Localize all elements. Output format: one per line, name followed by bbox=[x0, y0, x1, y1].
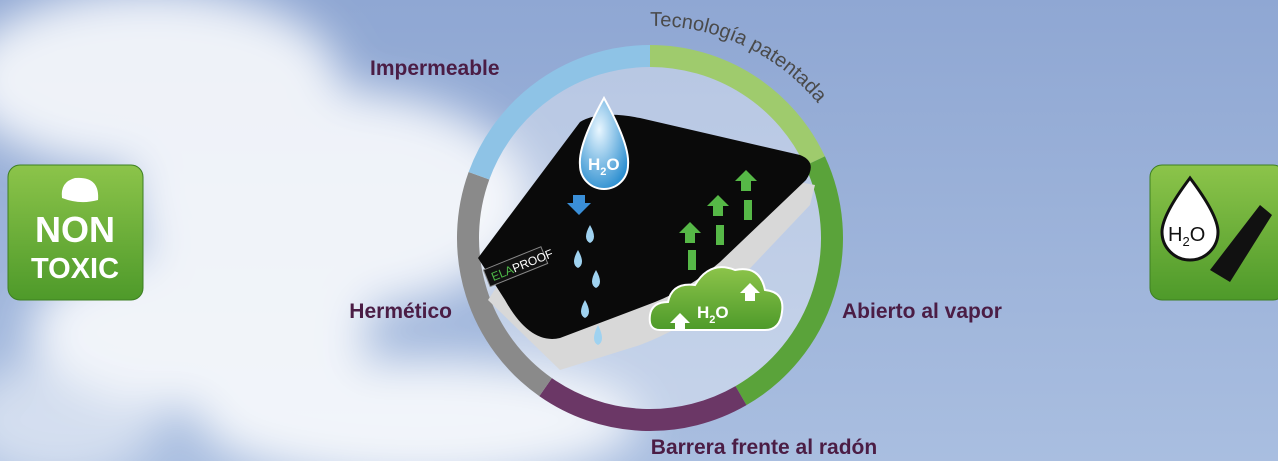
sub: 2 bbox=[1182, 234, 1189, 249]
vapor-cloud bbox=[648, 266, 784, 331]
cloud-arrow bbox=[670, 313, 690, 331]
sub: 2 bbox=[709, 314, 715, 326]
brush-icon bbox=[1210, 205, 1272, 282]
membrane bbox=[478, 114, 811, 339]
clouds bbox=[0, 0, 640, 461]
badge-line2: TOXIC bbox=[31, 253, 119, 285]
vapor-arrows bbox=[679, 170, 757, 270]
drop-formula: H2O bbox=[588, 155, 620, 178]
o: O bbox=[606, 155, 619, 174]
water-drop bbox=[578, 95, 630, 190]
badge-nontoxic bbox=[7, 164, 144, 301]
ring-segment bbox=[457, 171, 552, 397]
o: O bbox=[1190, 224, 1206, 246]
h: H bbox=[588, 155, 600, 174]
badge-line1: NON bbox=[35, 209, 115, 250]
label-vapor: Abierto al vapor bbox=[842, 300, 1002, 323]
label-impermeable: Impermeable bbox=[370, 57, 500, 80]
badge-formula: H2O bbox=[1168, 224, 1205, 249]
o: O bbox=[715, 303, 728, 322]
h: H bbox=[697, 303, 709, 322]
cloud-arrow bbox=[740, 283, 760, 301]
h: H bbox=[1168, 224, 1182, 246]
label-radon: Barrera frente al radón bbox=[651, 436, 877, 459]
ring-segment bbox=[735, 156, 843, 406]
brand-box bbox=[482, 246, 549, 288]
sub: 2 bbox=[600, 166, 606, 178]
drops bbox=[574, 225, 602, 345]
label-hermetic: Hermético bbox=[349, 300, 452, 323]
leaf-icon bbox=[61, 177, 99, 203]
cloud-formula: H2O bbox=[697, 303, 729, 326]
badge-drop bbox=[1160, 175, 1220, 262]
ring-segment bbox=[539, 378, 747, 431]
ring-segment bbox=[468, 45, 651, 180]
down-arrow bbox=[567, 195, 591, 215]
ring bbox=[457, 45, 843, 431]
ring-segment bbox=[649, 45, 825, 166]
